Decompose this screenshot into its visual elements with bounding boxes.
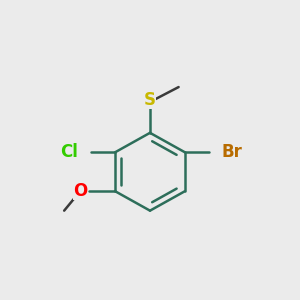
Text: Br: Br (221, 143, 242, 161)
Text: Cl: Cl (61, 143, 79, 161)
Text: S: S (144, 91, 156, 109)
Text: O: O (73, 182, 87, 200)
